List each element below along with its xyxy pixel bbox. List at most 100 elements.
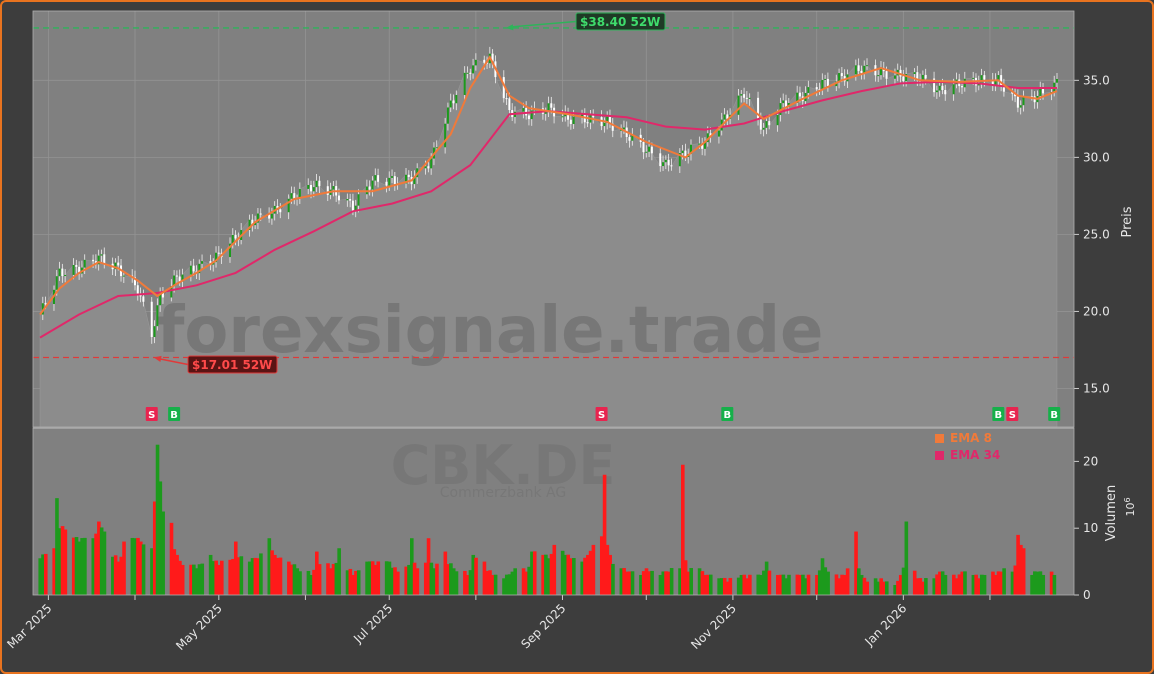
volume-bar	[194, 568, 199, 595]
volume-bar	[569, 558, 573, 595]
candle-body	[569, 119, 572, 125]
volume-bar	[778, 574, 783, 595]
volume-bar	[921, 581, 925, 595]
candle-body	[765, 121, 768, 128]
candle-body	[173, 275, 176, 287]
volume-bar	[820, 558, 825, 595]
arrowhead-icon	[153, 355, 162, 362]
volume-bar	[1002, 568, 1006, 595]
volume-bar	[130, 537, 135, 595]
volume-bar	[932, 578, 937, 595]
volume-bar	[650, 570, 654, 595]
volume-tick-label: 10	[1083, 521, 1098, 535]
candle-body	[759, 119, 762, 130]
candle-body	[405, 174, 408, 184]
candle-body	[153, 326, 156, 338]
candle-body	[743, 94, 746, 98]
volume-bar	[669, 568, 674, 595]
volume-bar	[591, 544, 596, 595]
volume-bar	[748, 574, 752, 595]
volume-bar	[116, 561, 121, 595]
volume-bar	[97, 521, 101, 595]
candle-body	[877, 75, 880, 77]
volume-bar	[1021, 548, 1026, 595]
volume-bar	[331, 563, 336, 595]
candle-body	[826, 78, 829, 87]
candle-body	[782, 100, 785, 104]
volume-bar	[345, 570, 350, 595]
volume-bar	[278, 557, 283, 595]
price-tick-label: 30.0	[1083, 150, 1110, 164]
candle-body	[905, 74, 908, 82]
candle-body	[603, 122, 606, 127]
candle-body	[256, 213, 259, 223]
volume-bar	[815, 574, 819, 595]
volume-bar	[376, 561, 381, 595]
candle-body	[684, 150, 687, 157]
candle-body	[983, 75, 986, 80]
volume-bar	[289, 564, 294, 595]
candle-body	[941, 85, 944, 91]
volume-bar	[407, 564, 411, 595]
volume-bar	[563, 554, 568, 595]
candle-body	[902, 76, 905, 82]
volume-bar	[60, 526, 65, 595]
candle-body	[444, 123, 447, 148]
candle-body	[502, 77, 505, 99]
volume-bar	[102, 531, 107, 595]
volume-bar	[728, 577, 733, 595]
candle-body	[150, 301, 153, 338]
volume-bar	[287, 561, 291, 595]
volume-bar	[865, 581, 870, 595]
candle-body	[332, 186, 335, 190]
candle-body	[228, 243, 231, 258]
signal-label: B	[995, 410, 1003, 421]
volume-bar	[560, 550, 565, 595]
candle-body	[689, 144, 692, 154]
volume-bar	[787, 574, 791, 595]
candle-body	[505, 98, 508, 100]
candle-body	[44, 303, 47, 305]
volume-bar	[667, 571, 671, 595]
candle-body	[544, 112, 547, 114]
candle-body	[64, 274, 67, 277]
volume-bar	[231, 558, 235, 595]
volume-bar	[326, 563, 330, 595]
candle-body	[659, 153, 662, 167]
volume-bar	[901, 567, 906, 595]
candle-body	[854, 65, 857, 75]
volume-bar	[253, 557, 258, 595]
volume-bar	[513, 568, 517, 595]
volume-bar	[426, 538, 431, 595]
volume-bar	[259, 553, 263, 595]
candle-body	[435, 147, 438, 149]
volume-bar	[898, 574, 903, 595]
volume-bar	[689, 568, 693, 595]
candle-body	[75, 264, 78, 267]
x-tick-label: May 2025	[173, 601, 225, 653]
candle-body	[368, 186, 371, 190]
candle-body	[455, 94, 458, 104]
candle-body	[201, 261, 204, 264]
52w-low-label-box	[187, 355, 278, 374]
volume-bar	[298, 571, 302, 595]
volume-bar	[971, 574, 976, 595]
buy-signal-marker	[721, 407, 734, 421]
candle-body	[938, 85, 941, 91]
volume-bar	[429, 562, 434, 595]
candle-body	[860, 70, 863, 73]
price-panel-border	[32, 10, 1075, 428]
volume-bar	[764, 561, 769, 595]
candle-body	[840, 73, 843, 77]
candle-body	[55, 276, 58, 290]
candle-body	[72, 264, 75, 275]
volume-bar	[502, 578, 506, 595]
candle-body	[991, 79, 994, 86]
candle-body	[913, 72, 916, 75]
volume-bar	[485, 570, 490, 595]
candle-body	[259, 213, 262, 215]
sell-signal-marker	[145, 407, 158, 421]
volume-bar	[63, 529, 68, 595]
volume-bar	[150, 548, 154, 595]
